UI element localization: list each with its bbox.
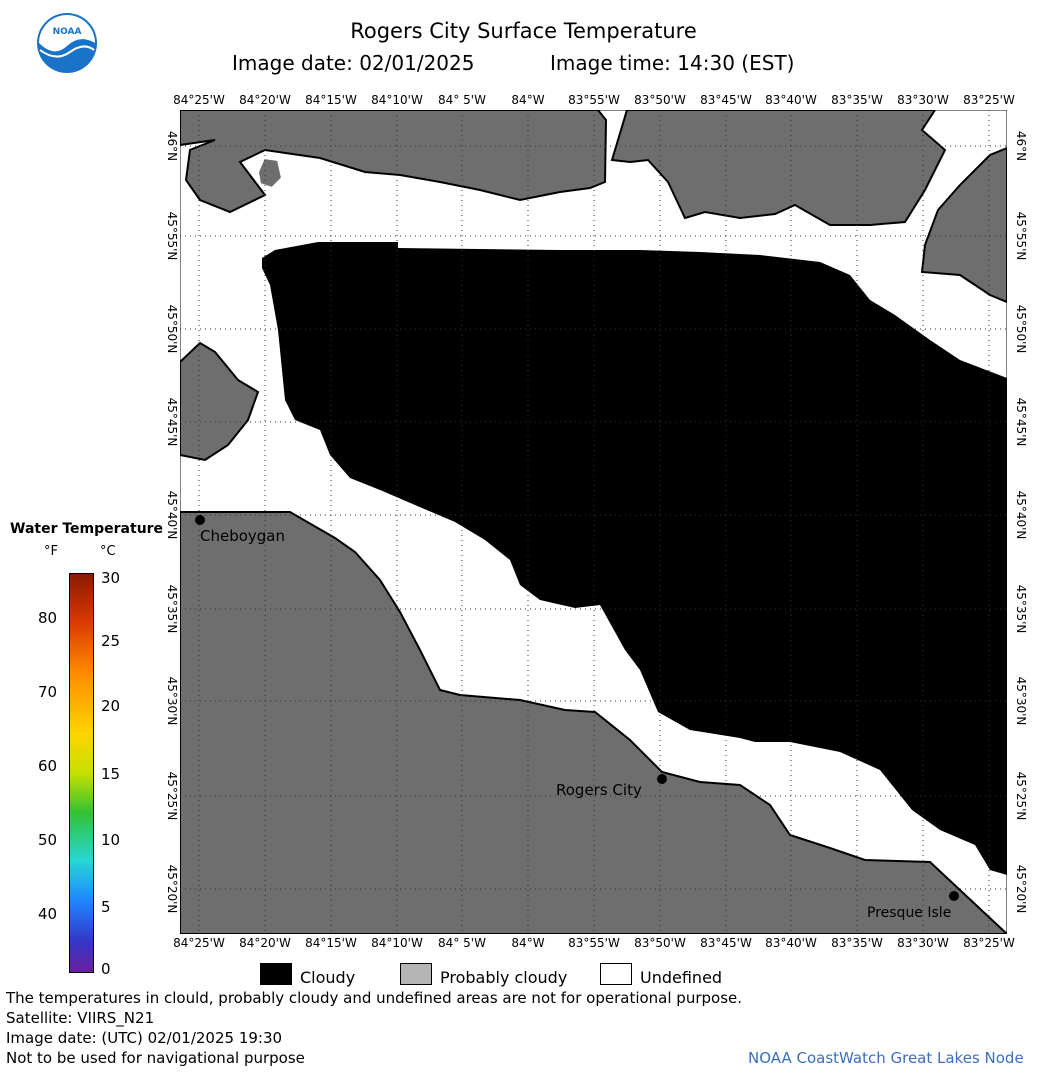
c-tick: 25 <box>101 632 121 650</box>
f-tick: 80 <box>38 609 58 627</box>
lon-label: 83°45'W <box>700 93 752 107</box>
date-label: Image date: <box>232 51 353 75</box>
lat-label: 45°45'N <box>1014 397 1028 447</box>
legend-swatch-probably-cloudy <box>400 963 432 985</box>
lat-label: 45°40'N <box>165 490 179 540</box>
lon-label: 84°20'W <box>239 936 291 950</box>
lat-label: 45°20'N <box>1014 864 1028 914</box>
lat-label: 45°30'N <box>165 676 179 726</box>
place-label: Presque Isle <box>867 905 951 921</box>
lon-label: 83°50'W <box>634 936 686 950</box>
legend-swatch-undefined <box>600 963 632 985</box>
rogers-city-marker <box>657 774 667 784</box>
lat-label: 45°45'N <box>165 397 179 447</box>
map-area: Cheboygan Rogers City Presque Isle <box>180 110 1007 934</box>
lat-label: 45°30'N <box>1014 676 1028 726</box>
unit-f-label: °F <box>44 544 58 559</box>
f-tick: 40 <box>38 905 58 923</box>
land-north-center <box>610 110 947 226</box>
lon-label: 84°10'W <box>371 936 423 950</box>
cheboygan-marker <box>195 515 205 525</box>
lat-label: 45°35'N <box>1014 584 1028 634</box>
lon-label: 83°55'W <box>568 936 620 950</box>
legend-label-probably-cloudy: Probably cloudy <box>440 968 568 987</box>
time-label: Image time: <box>550 51 671 75</box>
image-time-line: Image time: 14:30 (EST) <box>550 51 794 75</box>
lat-label: 45°50'N <box>165 304 179 354</box>
lon-label: 84°W <box>511 936 545 950</box>
lat-label: 45°55'N <box>1014 211 1028 261</box>
lat-label: 45°20'N <box>165 864 179 914</box>
lon-label: 83°55'W <box>568 93 620 107</box>
f-tick: 70 <box>38 683 58 701</box>
lon-label: 83°50'W <box>634 93 686 107</box>
temperature-color-bar <box>69 573 94 973</box>
c-tick: 15 <box>101 765 121 783</box>
island-small <box>256 156 284 190</box>
lon-label: 84°25'W <box>173 936 225 950</box>
legend-label-undefined: Undefined <box>640 968 723 987</box>
land-south <box>180 511 1007 934</box>
time-value: 14:30 (EST) <box>677 51 795 75</box>
lat-label: 45°55'N <box>165 211 179 261</box>
image-date-line: Image date: 02/01/2025 <box>232 51 474 75</box>
cloud-region <box>262 242 1007 875</box>
footer-satellite: Satellite: VIIRS_N21 <box>6 1009 155 1027</box>
noaa-logo: NOAA <box>37 13 97 73</box>
lon-label: 84°15'W <box>305 93 357 107</box>
land-north-left <box>180 110 608 214</box>
unit-c-label: °C <box>100 544 116 559</box>
footer-disclaimer: The temperatures in clould, probably clo… <box>6 989 743 1007</box>
lat-label: 45°25'N <box>1014 771 1028 821</box>
lon-label: 83°25'W <box>963 93 1015 107</box>
c-tick: 0 <box>101 960 111 978</box>
f-tick: 50 <box>38 831 58 849</box>
place-label: Cheboygan <box>200 527 285 545</box>
c-tick: 5 <box>101 898 111 916</box>
f-tick: 60 <box>38 757 58 775</box>
lon-label: 84° 5'W <box>438 93 486 107</box>
lon-label: 83°25'W <box>963 936 1015 950</box>
c-tick: 10 <box>101 831 121 849</box>
lon-label: 84° 5'W <box>438 936 486 950</box>
legend-swatch-cloudy <box>260 963 292 985</box>
lon-label: 84°10'W <box>371 93 423 107</box>
lat-label: 46°N <box>165 130 179 162</box>
logo-text: NOAA <box>53 27 82 37</box>
lon-label: 84°15'W <box>305 936 357 950</box>
lat-label: 46°N <box>1014 130 1028 162</box>
c-tick: 20 <box>101 697 121 715</box>
lon-label: 83°30'W <box>897 936 949 950</box>
land-north-right <box>920 146 1007 304</box>
date-value: 02/01/2025 <box>359 51 475 75</box>
footer-utc-date: Image date: (UTC) 02/01/2025 19:30 <box>6 1029 283 1047</box>
lon-label: 83°35'W <box>831 936 883 950</box>
lon-label: 83°45'W <box>700 936 752 950</box>
lat-label: 45°35'N <box>165 584 179 634</box>
map-title: Rogers City Surface Temperature <box>350 19 697 43</box>
color-scale-title: Water Temperature <box>10 521 164 537</box>
legend-label-cloudy: Cloudy <box>300 968 356 987</box>
lon-label: 84°W <box>511 93 545 107</box>
place-label: Rogers City <box>556 781 642 799</box>
lat-label: 45°25'N <box>165 771 179 821</box>
lon-label: 83°30'W <box>897 93 949 107</box>
presque-isle-marker <box>949 891 959 901</box>
lon-label: 83°40'W <box>765 936 817 950</box>
c-tick: 30 <box>101 569 121 587</box>
lat-label: 45°50'N <box>1014 304 1028 354</box>
lon-label: 84°25'W <box>173 93 225 107</box>
lon-label: 83°35'W <box>831 93 883 107</box>
lat-label: 45°40'N <box>1014 490 1028 540</box>
lon-label: 83°40'W <box>765 93 817 107</box>
lon-label: 84°20'W <box>239 93 291 107</box>
footer-navigation-warning: Not to be used for navigational purpose <box>6 1049 305 1067</box>
footer-credit: NOAA CoastWatch Great Lakes Node <box>748 1049 1024 1067</box>
